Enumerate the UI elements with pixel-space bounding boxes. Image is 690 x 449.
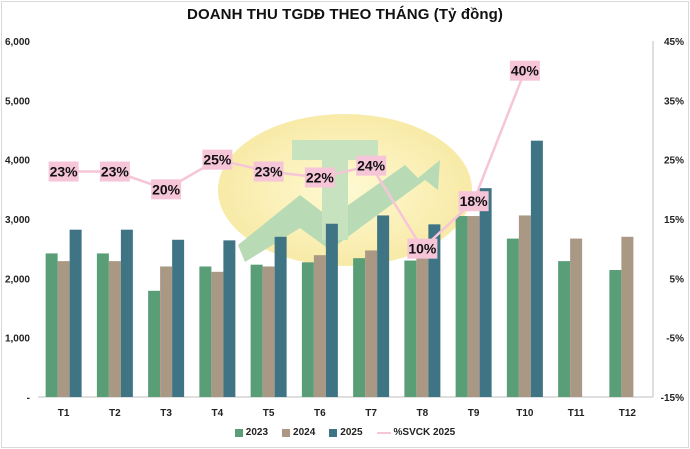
bar-2024-T3 [160, 266, 173, 397]
y-left-tick-label: 6,000 [5, 37, 30, 48]
bar-2024-T5 [262, 266, 275, 397]
data-label-svck: 18% [460, 193, 489, 209]
x-tick-label: T12 [619, 408, 637, 419]
bar-2023-T4 [199, 266, 212, 397]
y-left-tick-label: 4,000 [5, 156, 30, 167]
data-label-bg [458, 191, 489, 212]
line-series-svck-2025 [63, 70, 527, 250]
data-label-svck: 23% [50, 164, 79, 180]
bar-2025-T6 [325, 223, 338, 397]
bar-2025-T5 [274, 236, 287, 397]
bar-2025-T1 [69, 229, 82, 397]
y-right-tick-label: -15% [661, 393, 684, 404]
data-label-bg [407, 238, 438, 259]
bar-2024-T8 [416, 241, 429, 397]
bar-2023-T6 [301, 262, 314, 397]
axes-layer: 6,000 5,000 4,000 3,000 2,000 1,000 - 45% 35% 25%… [5, 37, 684, 419]
legend-item-svck: %SVCK 2025 [376, 427, 456, 438]
y-left-tick-label: 1,000 [5, 334, 30, 345]
bar-2025-T2 [120, 229, 133, 397]
x-tick-label: T4 [212, 408, 224, 419]
x-tick-label: T2 [109, 408, 121, 419]
y-right-tick-label: -5% [666, 334, 684, 345]
bar-2025-T9 [479, 188, 492, 397]
data-label-svck: 22% [306, 169, 335, 185]
data-label-bg [509, 60, 540, 81]
data-label-svck: 23% [101, 164, 130, 180]
data-label-bg [356, 155, 387, 176]
legend-label-2025: 2025 [340, 427, 363, 438]
y-right-tick-label: 35% [664, 96, 684, 107]
bar-2024-T11 [570, 238, 583, 397]
y-right-tick-label: 5% [670, 274, 685, 285]
bar-2024-T7 [365, 250, 378, 397]
data-label-bg [253, 161, 284, 182]
bar-2023-T12 [609, 270, 622, 397]
bar-2025-T8 [428, 224, 441, 397]
legend-swatch-2023 [234, 428, 243, 437]
bar-2023-T5 [250, 264, 263, 397]
x-tick-label: T5 [263, 408, 275, 419]
bar-2024-T2 [108, 261, 121, 397]
bar-2023-T11 [558, 261, 571, 397]
y-left-tick-label: 2,000 [5, 274, 30, 285]
line-layer: 23% 23% 20% 25% 23% 22% 24% 10% 18% 40% [48, 60, 540, 259]
x-tick-label: T8 [417, 408, 429, 419]
data-label-svck: 10% [408, 241, 437, 257]
legend-item-2024: 2024 [282, 427, 315, 438]
x-tick-label: T10 [516, 408, 534, 419]
legend-label-svck: %SVCK 2025 [393, 427, 456, 438]
y-right-tick-label: 25% [664, 156, 684, 167]
bar-2025-T4 [223, 240, 236, 397]
data-label-bg [304, 167, 335, 188]
bar-2024-T12 [621, 236, 634, 397]
legend-label-2023: 2023 [245, 427, 269, 438]
bar-2024-T9 [467, 216, 480, 397]
bar-2025-T10 [530, 140, 543, 397]
bar-2023-T8 [404, 260, 417, 397]
bars-layer [45, 140, 634, 397]
legend-item-2023: 2023 [234, 427, 269, 438]
bar-2023-T7 [353, 258, 366, 397]
y-right-tick-label: 45% [664, 37, 684, 48]
data-label-svck: 23% [255, 164, 284, 180]
data-label-svck: 20% [152, 181, 181, 197]
data-label-svck: 25% [203, 152, 232, 168]
bar-2024-T4 [211, 271, 224, 397]
x-tick-label: T11 [568, 408, 585, 419]
data-label-bg [48, 161, 79, 182]
data-label-bg [151, 179, 182, 200]
bar-2025-T7 [377, 215, 390, 397]
legend-item-2025: 2025 [329, 427, 363, 438]
data-label-bg [99, 161, 130, 182]
bar-2023-T2 [96, 253, 109, 397]
data-label-svck: 40% [511, 63, 540, 79]
x-tick-label: T1 [58, 408, 70, 419]
legend: 2023 2024 2025 %SVCK 2025 [0, 427, 690, 438]
legend-swatch-2024 [282, 428, 291, 437]
y-left-tick-label: 3,000 [5, 215, 30, 226]
y-left-tick-label: 5,000 [5, 96, 30, 107]
bar-2023-T3 [148, 290, 161, 397]
data-label-bg [202, 149, 233, 170]
legend-swatch-2025 [329, 428, 338, 437]
chart-title: DOANH THU TGDĐ THEO THÁNG (Tỷ đồng) [187, 6, 503, 23]
x-tick-label: T9 [468, 408, 480, 419]
bar-2023-T1 [45, 253, 58, 397]
bar-2024-T6 [313, 255, 326, 397]
x-tick-label: T7 [365, 408, 377, 419]
x-tick-label: T3 [160, 408, 172, 419]
bar-2024-T10 [518, 215, 531, 397]
legend-label-2024: 2024 [293, 427, 316, 438]
y-left-tick-label: - [27, 393, 30, 404]
bar-2025-T3 [172, 239, 185, 397]
bar-2024-T1 [57, 261, 70, 397]
legend-swatch-svck [376, 431, 391, 434]
data-label-svck: 24% [357, 158, 386, 174]
bar-2023-T10 [506, 238, 519, 397]
y-right-tick-label: 15% [664, 215, 684, 226]
x-tick-label: T6 [314, 408, 326, 419]
bar-2023-T9 [455, 216, 468, 397]
